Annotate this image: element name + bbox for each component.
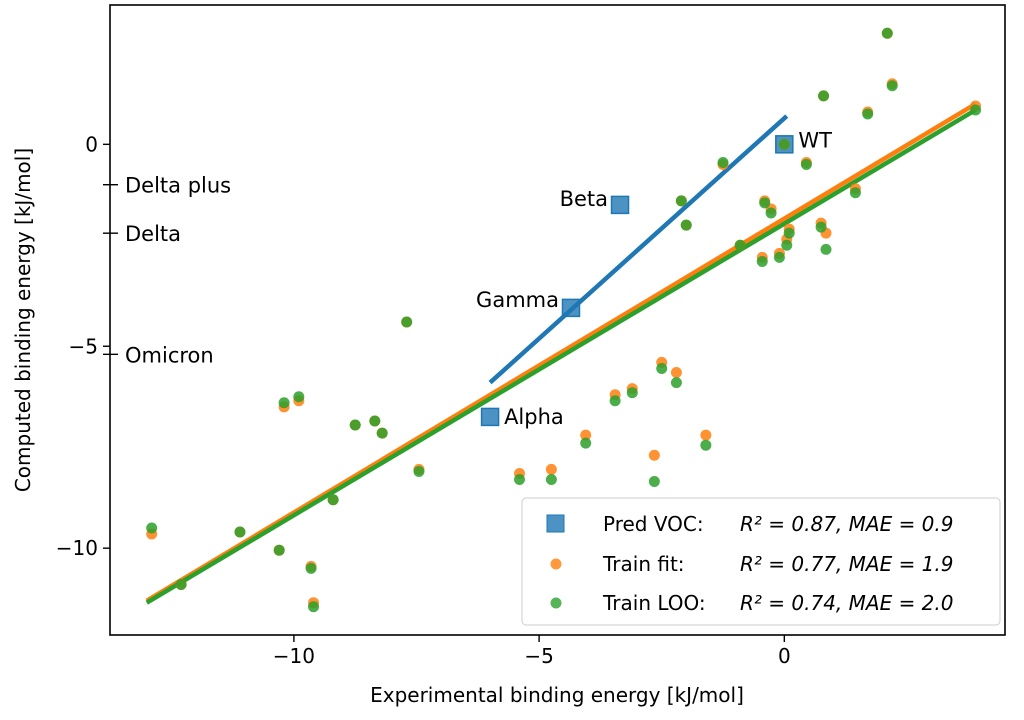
train-loo-point [146, 522, 158, 534]
train-loo-point [401, 316, 413, 328]
x-axis-label: Experimental binding energy [kJ/mol] [370, 683, 744, 707]
fit-line-train-fit [145, 102, 977, 603]
train-loo-point [349, 419, 361, 431]
train-fit-point [545, 463, 557, 475]
voc-point-alpha [480, 407, 500, 427]
train-loo-point [781, 239, 793, 251]
train-loo-point [369, 415, 381, 427]
train-loo-point [293, 391, 305, 403]
voc-axis-label-delta-plus: Delta plus [125, 174, 231, 198]
train-loo-point [717, 157, 729, 168]
train-loo-point [327, 494, 339, 506]
train-loo-point [759, 197, 771, 209]
voc-label-beta: Beta [560, 187, 608, 211]
train-loo-point [305, 562, 317, 574]
voc-point-gamma [561, 298, 581, 318]
x-tick-label: −10 [273, 644, 315, 668]
train-loo-point [545, 474, 557, 486]
train-loo-point [513, 474, 525, 486]
legend-marker-pred [546, 514, 565, 533]
train-fit-point [648, 449, 660, 461]
train-loo-point [765, 207, 777, 219]
train-loo-point [175, 579, 187, 591]
train-loo-point [818, 90, 830, 102]
train-loo-point [376, 427, 388, 439]
voc-label-alpha: Alpha [504, 405, 564, 429]
voc-axis-label-omicron: Omicron [125, 343, 214, 367]
train-loo-point [680, 219, 692, 231]
legend: Pred VOC: R² = 0.87, MAE = 0.9 Train fit… [521, 497, 1001, 626]
train-loo-point [626, 387, 638, 399]
x-tick-label: −5 [524, 644, 553, 668]
train-loo-point [734, 239, 746, 251]
train-loo-point [881, 27, 893, 39]
train-fit-point [670, 367, 682, 378]
train-loo-point [778, 138, 790, 150]
legend-stats-pred: R² = 0.87, MAE = 0.9 [740, 512, 954, 536]
y-axis-label: Computed binding energy [kJ/mol] [11, 148, 35, 492]
y-tick-label: −5 [69, 334, 98, 358]
voc-point-beta [610, 195, 630, 215]
voc-axis-label-delta: Delta [125, 222, 181, 246]
plot-frame [109, 4, 1006, 636]
legend-marker-fit [550, 558, 562, 570]
train-loo-point [820, 243, 832, 255]
fit-line-train-loo [145, 108, 977, 605]
train-loo-point [234, 526, 246, 538]
train-loo-point [648, 476, 660, 488]
train-fit-point [580, 429, 592, 441]
voc-label-gamma: Gamma [476, 288, 559, 312]
train-loo-point [970, 104, 982, 116]
train-loo-point [800, 159, 812, 171]
legend-label-fit: Train fit: [602, 552, 685, 576]
legend-label-pred: Pred VOC: [603, 512, 704, 536]
legend-label-loo: Train LOO: [602, 591, 706, 615]
train-loo-point [308, 601, 320, 613]
legend-marker-loo [550, 597, 562, 609]
train-loo-point [675, 195, 687, 207]
train-loo-point [656, 362, 668, 374]
voc-label-wt: WT [798, 128, 832, 152]
train-loo-point [783, 227, 795, 239]
x-tick-label: 0 [778, 644, 791, 668]
train-loo-point [849, 187, 861, 199]
y-tick-label: 0 [85, 132, 98, 156]
train-loo-point [670, 377, 682, 389]
train-loo-point [273, 544, 285, 556]
train-loo-point [278, 397, 290, 409]
train-loo-point [862, 108, 874, 120]
train-loo-point [700, 439, 712, 451]
train-loo-point [773, 251, 785, 263]
train-loo-point [815, 221, 827, 233]
train-loo-point [413, 465, 425, 477]
train-loo-point [609, 395, 621, 407]
train-loo-point [580, 437, 592, 449]
y-tick-label: −10 [56, 536, 98, 560]
legend-stats-loo: R² = 0.74, MAE = 2.0 [740, 591, 954, 615]
legend-stats-fit: R² = 0.77, MAE = 1.9 [740, 552, 954, 576]
train-loo-point [886, 80, 898, 92]
train-fit-point [700, 429, 712, 441]
fit-line-pred-voc [488, 114, 789, 385]
train-loo-point [756, 255, 768, 267]
